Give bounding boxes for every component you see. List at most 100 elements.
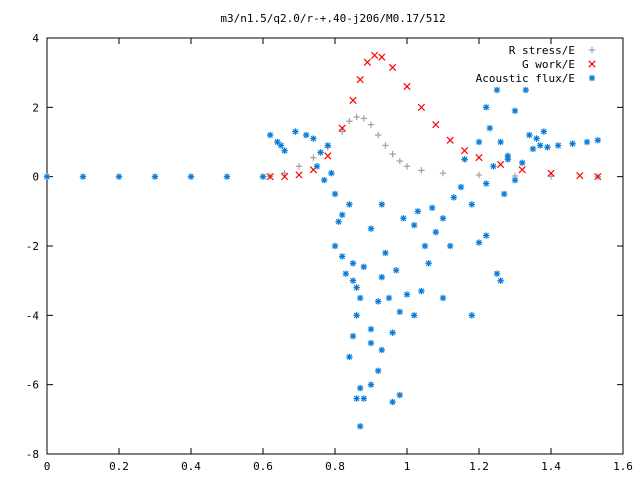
marker-stroke: [278, 142, 284, 149]
x-tick-label: 1: [404, 460, 411, 473]
data-point: [43, 173, 51, 180]
data-point: [490, 163, 497, 170]
marker-stroke: [310, 135, 317, 142]
marker-stroke: [440, 295, 446, 301]
data-point: [547, 169, 555, 177]
y-tick-label: -8: [26, 448, 39, 461]
marker-stroke: [519, 159, 526, 166]
marker-stroke: [475, 153, 483, 162]
data-point: [375, 131, 382, 139]
data-point: [281, 147, 288, 154]
x-tick-label: 0: [44, 460, 51, 473]
data-point: [518, 166, 526, 174]
data-point: [378, 53, 386, 61]
data-point: [439, 215, 447, 222]
marker-stroke: [458, 184, 464, 190]
data-point: [389, 329, 396, 336]
data-point: [335, 218, 342, 225]
data-point: [310, 154, 317, 161]
data-point: [378, 346, 385, 354]
marker-stroke: [389, 399, 396, 405]
marker-stroke: [501, 191, 508, 197]
data-point: [526, 131, 533, 139]
data-point: [483, 180, 490, 187]
marker-stroke: [404, 291, 410, 298]
data-point: [339, 211, 346, 218]
data-point: [324, 142, 331, 149]
marker-stroke: [295, 171, 303, 179]
data-point: [432, 228, 439, 236]
marker-stroke: [335, 218, 342, 225]
marker-stroke: [494, 87, 500, 93]
marker-stroke: [324, 142, 331, 149]
marker-stroke: [522, 87, 529, 93]
data-point: [357, 384, 364, 392]
data-point: [375, 367, 382, 374]
data-point: [151, 173, 159, 180]
data-point: [519, 159, 526, 166]
data-point: [411, 312, 418, 319]
series-r-stress-e: [267, 113, 601, 180]
data-point: [475, 239, 483, 246]
data-point: [400, 215, 407, 222]
x-tick-label: 1.6: [613, 460, 633, 473]
data-point: [493, 270, 501, 277]
data-point: [497, 138, 504, 146]
data-point: [353, 113, 360, 121]
marker-stroke: [332, 191, 338, 197]
marker-stroke: [518, 166, 526, 174]
marker-stroke: [388, 63, 397, 72]
data-point: [483, 104, 490, 111]
marker-stroke: [497, 277, 504, 284]
marker-stroke: [363, 58, 372, 66]
marker-stroke: [422, 243, 428, 249]
marker-stroke: [332, 243, 338, 249]
data-point: [388, 63, 397, 72]
data-point: [555, 142, 562, 149]
marker-stroke: [447, 243, 454, 249]
marker-stroke: [314, 163, 320, 170]
data-point: [331, 242, 339, 250]
series-g-work-e: [266, 51, 602, 181]
marker-stroke: [357, 423, 364, 430]
y-tick-label: 2: [32, 101, 39, 114]
data-point: [360, 115, 367, 122]
marker-stroke: [476, 139, 482, 145]
marker-stroke: [350, 260, 356, 267]
data-point: [353, 312, 360, 319]
marker-stroke: [486, 125, 493, 131]
data-point: [501, 190, 508, 198]
data-point: [280, 173, 289, 181]
marker-stroke: [152, 173, 158, 180]
marker-stroke: [356, 75, 364, 84]
marker-stroke: [321, 177, 328, 183]
data-point: [432, 121, 440, 129]
marker-stroke: [378, 53, 386, 61]
data-point: [310, 135, 317, 142]
data-point: [486, 124, 493, 132]
marker-stroke: [530, 146, 536, 152]
legend-label: G work/E: [522, 58, 575, 71]
marker-stroke: [360, 263, 367, 270]
data-point: [346, 353, 353, 361]
marker-stroke: [526, 132, 533, 138]
data-point: [418, 287, 425, 295]
marker-stroke: [370, 51, 379, 59]
marker-stroke: [432, 229, 439, 235]
data-point: [457, 183, 465, 191]
data-point: [540, 128, 547, 135]
marker-stroke: [533, 135, 540, 142]
data-point: [378, 201, 385, 208]
data-point: [537, 142, 544, 149]
data-point: [277, 142, 285, 149]
marker-stroke: [368, 381, 374, 388]
data-point: [367, 339, 375, 347]
marker-stroke: [349, 96, 357, 105]
data-point: [533, 135, 540, 142]
x-tick-label: 0.6: [253, 460, 273, 473]
marker-stroke: [342, 270, 349, 277]
marker-stroke: [266, 173, 274, 181]
marker-stroke: [338, 124, 346, 132]
marker-stroke: [267, 132, 274, 138]
